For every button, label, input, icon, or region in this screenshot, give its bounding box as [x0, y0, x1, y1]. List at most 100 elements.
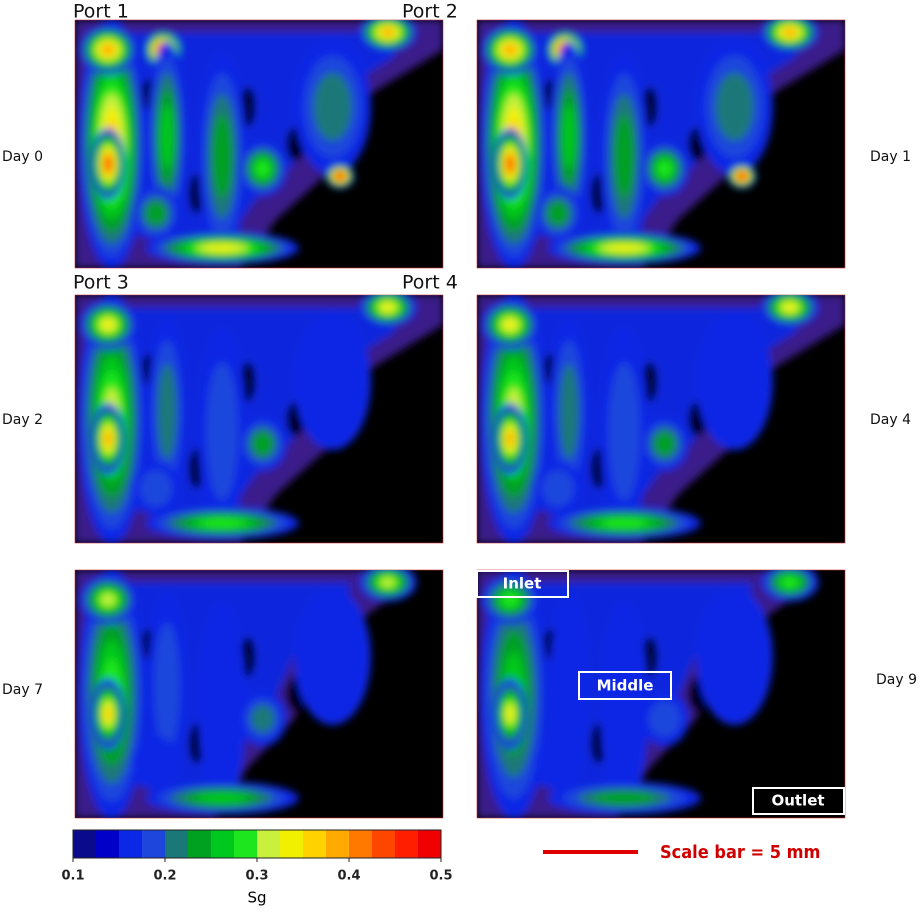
contour	[648, 700, 681, 737]
contour	[250, 705, 275, 733]
colorbar-cell	[119, 830, 143, 858]
saturation-map	[74, 19, 444, 269]
contour	[132, 736, 180, 791]
contour	[507, 432, 514, 446]
contour	[205, 244, 240, 252]
contour	[602, 518, 647, 528]
middle-box	[578, 671, 672, 700]
contour	[696, 588, 773, 725]
contour	[255, 161, 270, 177]
contour	[198, 602, 247, 811]
colorbar-cell	[303, 830, 327, 858]
contour	[253, 432, 273, 455]
contour	[100, 593, 116, 606]
outlet-box	[752, 787, 845, 815]
contour	[105, 432, 112, 446]
colorbar-cell	[188, 830, 212, 858]
contours	[477, 570, 819, 818]
contour	[206, 362, 239, 501]
contour	[696, 313, 773, 450]
day-label: Day 9	[876, 672, 917, 688]
annotation: Inlet	[503, 575, 542, 593]
contour	[740, 174, 744, 178]
contour	[105, 158, 111, 170]
contour	[338, 174, 342, 178]
contour	[157, 363, 177, 460]
colorbar-cell	[142, 830, 166, 858]
contour	[104, 706, 112, 721]
contour	[534, 736, 582, 791]
contour	[501, 592, 519, 607]
colorbar-cell	[280, 830, 304, 858]
contour	[294, 313, 371, 450]
colorbar-cell	[257, 830, 281, 858]
saturation-map	[476, 19, 846, 269]
map-field	[75, 570, 417, 818]
contours	[75, 20, 443, 268]
scale-bar-label: Scale bar = 5 mm	[660, 842, 820, 863]
contour	[380, 577, 395, 588]
contour	[160, 104, 174, 169]
contour	[548, 202, 568, 225]
contour	[102, 45, 114, 55]
day-label: Day 7	[2, 682, 43, 698]
saturation-map	[476, 569, 846, 819]
colorbar: 0.1 0.2 0.3 0.4 0.5	[61, 829, 453, 884]
contour	[783, 303, 797, 312]
colorbar-cell	[165, 830, 189, 858]
contour	[600, 602, 649, 811]
colorbar-cell	[96, 830, 120, 858]
contour	[101, 319, 115, 331]
contour	[503, 319, 517, 331]
contour	[212, 114, 232, 198]
contour	[542, 470, 574, 507]
colorbar-cell	[73, 830, 97, 858]
contours	[477, 20, 845, 268]
contour	[506, 705, 514, 722]
contour	[504, 45, 516, 55]
port-label: Port 1	[73, 1, 129, 23]
map-field	[477, 295, 845, 543]
contour	[313, 72, 352, 141]
contour	[657, 161, 672, 177]
saturation-map	[476, 294, 846, 544]
colorbar-cell	[326, 830, 350, 858]
map-field	[75, 20, 443, 268]
annotation: Outlet	[771, 792, 824, 810]
contour	[614, 114, 634, 198]
contour	[608, 362, 641, 501]
port-label: Port 3	[73, 272, 129, 294]
saturation-map	[74, 569, 444, 819]
contour	[593, 791, 655, 805]
contour	[200, 518, 245, 528]
contour	[607, 244, 642, 252]
colorbar-tick-label: 0.4	[337, 869, 360, 884]
day-label: Day 0	[2, 149, 43, 165]
contour	[507, 158, 513, 170]
port-label: Port 2	[402, 1, 458, 23]
colorbar-cell	[211, 830, 235, 858]
contour	[140, 470, 172, 507]
contour	[196, 792, 248, 804]
contour	[154, 622, 180, 751]
colorbar-cell	[372, 830, 396, 858]
contour	[549, 591, 589, 783]
colorbar-cell	[395, 830, 419, 858]
contour	[146, 202, 166, 225]
colorbar-tick-label: 0.2	[153, 869, 176, 884]
port-label: Port 4	[402, 272, 458, 294]
day-label: Day 1	[870, 149, 911, 165]
contour	[562, 104, 576, 169]
contour	[381, 303, 395, 312]
contours	[75, 570, 417, 818]
map-field	[477, 570, 819, 818]
map-field	[477, 20, 845, 268]
map-field	[75, 295, 443, 543]
colorbar-tick-label: 0.1	[61, 869, 84, 884]
contour	[559, 363, 579, 460]
colorbar-tick-label: 0.5	[429, 869, 452, 884]
colorbar-cell	[418, 830, 442, 858]
colorbar-label: Sg	[247, 889, 266, 907]
saturation-map	[74, 294, 444, 544]
